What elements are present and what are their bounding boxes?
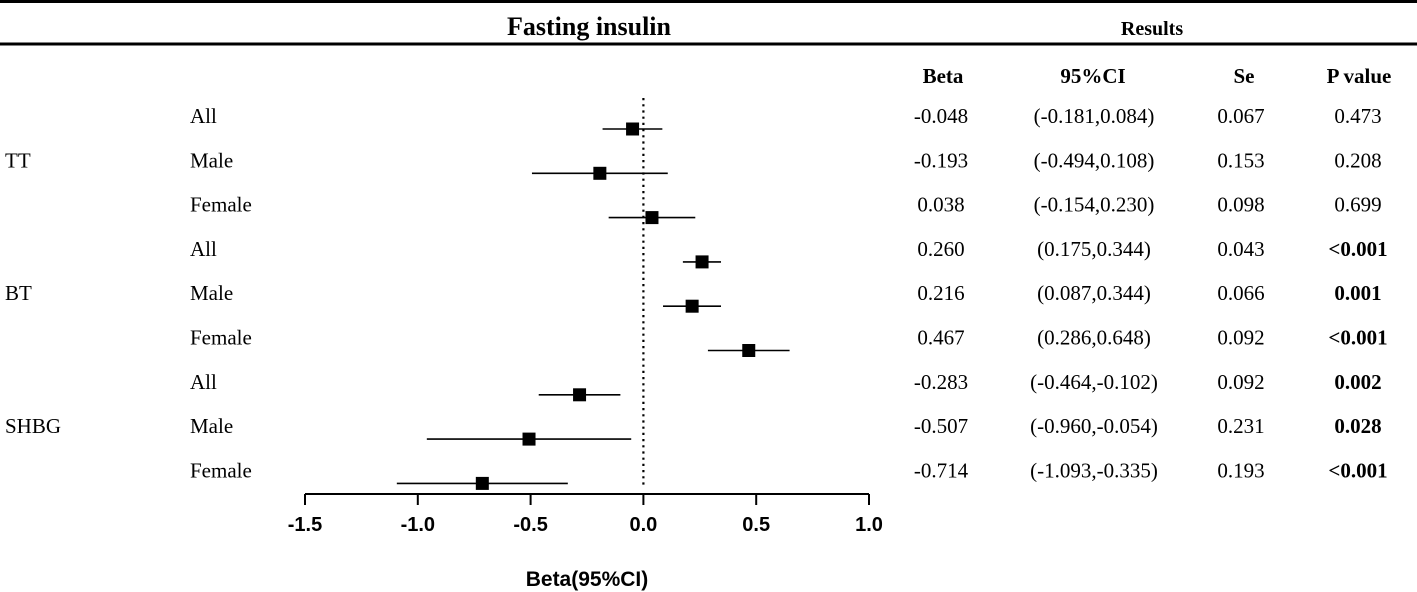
row-label: Male: [190, 281, 233, 305]
beta-value: 0.467: [917, 326, 964, 350]
x-tick-label: 1.0: [855, 514, 883, 536]
row-labels: All Male Female TT All Male Female BT All Male Fem…: [5, 104, 252, 482]
point-estimate: [475, 476, 489, 490]
ci-value: (0.087,0.344): [1037, 281, 1151, 305]
se-value: 0.092: [1217, 326, 1264, 350]
beta-value: -0.193: [914, 148, 968, 172]
point-estimate: [742, 344, 756, 357]
col-header-beta: Beta: [923, 64, 964, 88]
p-value: 0.208: [1334, 148, 1381, 172]
point-estimate: [645, 211, 659, 225]
se-value: 0.092: [1217, 370, 1264, 394]
p-value: 0.028: [1334, 414, 1381, 438]
ci-value: (-0.154,0.230): [1034, 193, 1155, 217]
se-value: 0.098: [1217, 193, 1264, 217]
point-estimate: [626, 122, 640, 136]
col-header-se: Se: [1234, 64, 1255, 88]
row-label: Male: [190, 414, 233, 438]
results-title: Results: [1121, 18, 1183, 40]
col-header-p: P value: [1327, 64, 1392, 88]
se-value: 0.193: [1217, 458, 1264, 482]
col-header-ci: 95%CI: [1060, 64, 1125, 88]
p-value: 0.002: [1334, 370, 1381, 394]
p-value: <0.001: [1328, 237, 1387, 261]
x-tick-label: -1.5: [288, 514, 322, 536]
x-tick-label: 0.5: [742, 514, 770, 536]
ci-value: (0.286,0.648): [1037, 326, 1151, 350]
x-tick-label: 0.0: [629, 514, 657, 536]
p-value: <0.001: [1328, 458, 1387, 482]
beta-value: -0.507: [914, 414, 968, 438]
se-value: 0.043: [1217, 237, 1264, 261]
se-value: 0.066: [1217, 281, 1264, 305]
x-tick-label: -1.0: [401, 514, 435, 536]
estimate-marks: [396, 122, 790, 490]
ci-value: (-0.464,-0.102): [1030, 370, 1158, 394]
results-table: -0.048 (-0.181,0.084) 0.067 0.473 -0.193 (-0.…: [914, 104, 1388, 482]
x-axis-label: Beta(95%CI): [526, 568, 649, 591]
p-value: 0.699: [1334, 193, 1381, 217]
se-value: 0.067: [1217, 104, 1264, 128]
row-label: Male: [190, 148, 233, 172]
se-value: 0.231: [1217, 414, 1264, 438]
point-estimate: [522, 432, 536, 446]
chart-title: Fasting insulin: [507, 12, 672, 41]
se-value: 0.153: [1217, 148, 1264, 172]
point-estimate: [573, 388, 587, 402]
x-axis: -1.5 -1.0 -0.5 0.0 0.5 1.0: [288, 493, 883, 536]
ci-value: (-0.960,-0.054): [1030, 414, 1158, 438]
point-estimate: [593, 166, 607, 180]
ci-value: (-0.181,0.084): [1034, 104, 1155, 128]
point-estimate: [695, 255, 709, 269]
beta-value: -0.283: [914, 370, 968, 394]
group-label: BT: [5, 281, 32, 305]
ci-value: (-1.093,-0.335): [1030, 458, 1158, 482]
beta-value: 0.216: [917, 281, 964, 305]
row-label: Female: [190, 458, 252, 482]
row-label: All: [190, 104, 217, 128]
row-label: Female: [190, 193, 252, 217]
group-label: SHBG: [5, 414, 61, 438]
x-tick-label: -0.5: [513, 514, 547, 536]
row-label: Female: [190, 326, 252, 350]
beta-value: 0.038: [917, 193, 964, 217]
p-value: 0.001: [1334, 281, 1381, 305]
p-value: 0.473: [1334, 104, 1381, 128]
group-label: TT: [5, 148, 31, 172]
p-value: <0.001: [1328, 326, 1387, 350]
beta-value: -0.048: [914, 104, 968, 128]
beta-value: 0.260: [917, 237, 964, 261]
beta-value: -0.714: [914, 458, 969, 482]
point-estimate: [685, 299, 699, 313]
row-label: All: [190, 237, 217, 261]
ci-value: (-0.494,0.108): [1034, 148, 1155, 172]
row-label: All: [190, 370, 217, 394]
ci-value: (0.175,0.344): [1037, 237, 1151, 261]
